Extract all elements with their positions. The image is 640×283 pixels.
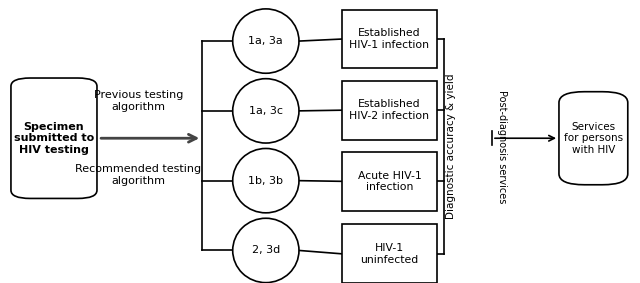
Ellipse shape [233, 218, 299, 283]
Text: Established
HIV-2 infection: Established HIV-2 infection [349, 99, 429, 121]
Bar [342, 152, 436, 211]
Text: Post-diagnosis services: Post-diagnosis services [497, 90, 507, 203]
Bar [342, 81, 436, 140]
Text: HIV-1
uninfected: HIV-1 uninfected [360, 243, 419, 265]
Text: 1a, 3c: 1a, 3c [249, 106, 283, 116]
Bar [342, 10, 436, 68]
Text: 1a, 3a: 1a, 3a [248, 36, 284, 46]
Text: 2, 3d: 2, 3d [252, 245, 280, 256]
Text: Services
for persons
with HIV: Services for persons with HIV [564, 122, 623, 155]
Text: Specimen
submitted to
HIV testing: Specimen submitted to HIV testing [14, 122, 94, 155]
Text: Diagnostic accuracy & yield: Diagnostic accuracy & yield [445, 74, 456, 219]
Bar [342, 224, 436, 283]
FancyBboxPatch shape [11, 78, 97, 198]
Ellipse shape [233, 149, 299, 213]
Text: 1b, 3b: 1b, 3b [248, 176, 284, 186]
Ellipse shape [233, 9, 299, 73]
Text: Previous testing
algorithm: Previous testing algorithm [93, 91, 183, 112]
FancyBboxPatch shape [559, 92, 628, 185]
Ellipse shape [233, 79, 299, 143]
Text: Established
HIV-1 infection: Established HIV-1 infection [349, 28, 429, 50]
Text: Recommended testing
algorithm: Recommended testing algorithm [76, 164, 202, 186]
Text: Acute HIV-1
infection: Acute HIV-1 infection [358, 171, 421, 192]
